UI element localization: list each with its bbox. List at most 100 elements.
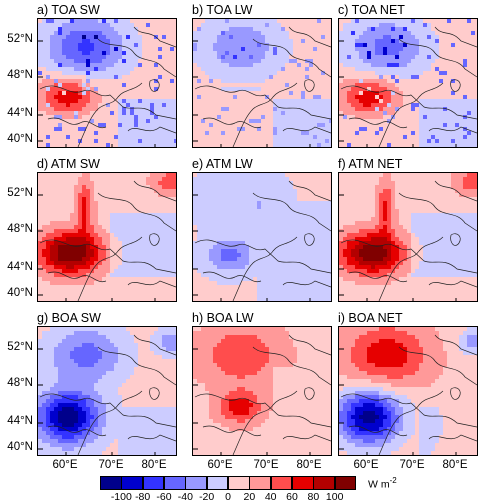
heatmap-cell	[98, 99, 102, 103]
heatmap-cell	[289, 55, 293, 59]
heatmap-cell	[467, 147, 471, 148]
heatmap-cell	[86, 265, 90, 269]
heatmap-cell	[261, 99, 265, 103]
heatmap-cell	[102, 31, 106, 35]
heatmap-cell	[66, 131, 70, 135]
heatmap-cell	[82, 67, 86, 71]
heatmap-cell	[130, 181, 134, 185]
heatmap-cell	[138, 201, 142, 205]
heatmap-cell	[50, 47, 54, 51]
heatmap-cell	[78, 131, 82, 135]
heatmap-cell	[431, 115, 435, 119]
heatmap-cell	[197, 147, 201, 148]
heatmap-cell	[213, 59, 217, 63]
heatmap-cell	[407, 115, 411, 119]
heatmap-cell	[130, 143, 134, 147]
heatmap-cell	[269, 107, 273, 111]
heatmap-cell	[193, 91, 197, 95]
heatmap-cell	[261, 47, 265, 51]
heatmap-cell	[74, 131, 78, 135]
heatmap-cell	[411, 147, 415, 148]
heatmap-cell	[38, 55, 42, 59]
heatmap-cell	[62, 245, 66, 249]
heatmap-cell	[126, 31, 130, 35]
heatmap-cell	[443, 19, 447, 23]
heatmap-cell	[205, 23, 209, 27]
heatmap-cell	[98, 131, 102, 135]
heatmap-cell	[209, 189, 213, 193]
heatmap-cell	[305, 193, 309, 197]
heatmap-cell	[201, 87, 205, 91]
heatmap-cell	[443, 23, 447, 27]
heatmap-cell	[471, 107, 475, 111]
heatmap-cell	[245, 181, 249, 185]
heatmap-cell	[134, 229, 138, 233]
heatmap-cell	[375, 23, 379, 27]
heatmap-cell	[407, 59, 411, 63]
heatmap-cell	[62, 107, 66, 111]
heatmap-cell	[257, 189, 261, 193]
heatmap-cell	[42, 63, 46, 67]
heatmap-cell	[229, 95, 233, 99]
heatmap-cell	[58, 197, 62, 201]
heatmap-cell	[74, 297, 78, 301]
heatmap-cell	[367, 75, 371, 79]
heatmap-cell	[146, 143, 150, 147]
heatmap-cell	[217, 107, 221, 111]
heatmap-cell	[367, 43, 371, 47]
heatmap-cell	[66, 265, 70, 269]
heatmap-cell	[174, 139, 177, 143]
heatmap-cell	[355, 63, 359, 67]
heatmap-cell	[325, 119, 329, 123]
heatmap-cell	[253, 59, 257, 63]
heatmap-cell	[106, 79, 110, 83]
heatmap-cell	[58, 131, 62, 135]
heatmap-cell	[399, 143, 403, 147]
heatmap-cell	[313, 75, 317, 79]
heatmap-cell	[387, 143, 391, 147]
heatmap-cell	[114, 189, 118, 193]
heatmap-cell	[229, 83, 233, 87]
heatmap-cell	[237, 111, 241, 115]
heatmap-cell	[201, 193, 205, 197]
heatmap-cell	[94, 55, 98, 59]
heatmap-cell	[42, 221, 46, 225]
heatmap-cell	[447, 139, 451, 143]
heatmap-cell	[459, 99, 463, 103]
heatmap-cell	[158, 201, 162, 205]
heatmap-cell	[273, 181, 277, 185]
heatmap-cell	[229, 119, 233, 123]
heatmap-cell	[427, 19, 431, 23]
heatmap-cell	[249, 189, 253, 193]
heatmap-cell	[70, 301, 74, 302]
heatmap-cell	[42, 59, 46, 63]
heatmap-cell	[162, 173, 166, 177]
heatmap-cell	[241, 43, 245, 47]
heatmap-cell	[94, 301, 98, 302]
heatmap-cell	[62, 181, 66, 185]
heatmap-cell	[225, 31, 229, 35]
heatmap-cell	[407, 75, 411, 79]
heatmap-cell	[106, 19, 110, 23]
heatmap-cell	[166, 233, 170, 237]
heatmap-cell	[166, 185, 170, 189]
heatmap-cell	[94, 19, 98, 23]
heatmap-cell	[411, 83, 415, 87]
heatmap-cell	[281, 177, 285, 181]
heatmap-cell	[201, 143, 205, 147]
heatmap-cell	[62, 193, 66, 197]
heatmap-cell	[54, 245, 58, 249]
heatmap-cell	[233, 173, 237, 177]
heatmap-cell	[249, 135, 253, 139]
heatmap-cell	[301, 181, 305, 185]
heatmap-cell	[110, 47, 114, 51]
heatmap-cell	[114, 233, 118, 237]
heatmap-cell	[201, 19, 205, 23]
heatmap-cell	[134, 277, 138, 281]
heatmap-cell	[130, 237, 134, 241]
heatmap-cell	[379, 147, 383, 148]
heatmap-cell	[467, 31, 471, 35]
heatmap-cell	[162, 257, 166, 261]
heatmap-cell	[78, 51, 82, 55]
heatmap-cell	[293, 43, 297, 47]
